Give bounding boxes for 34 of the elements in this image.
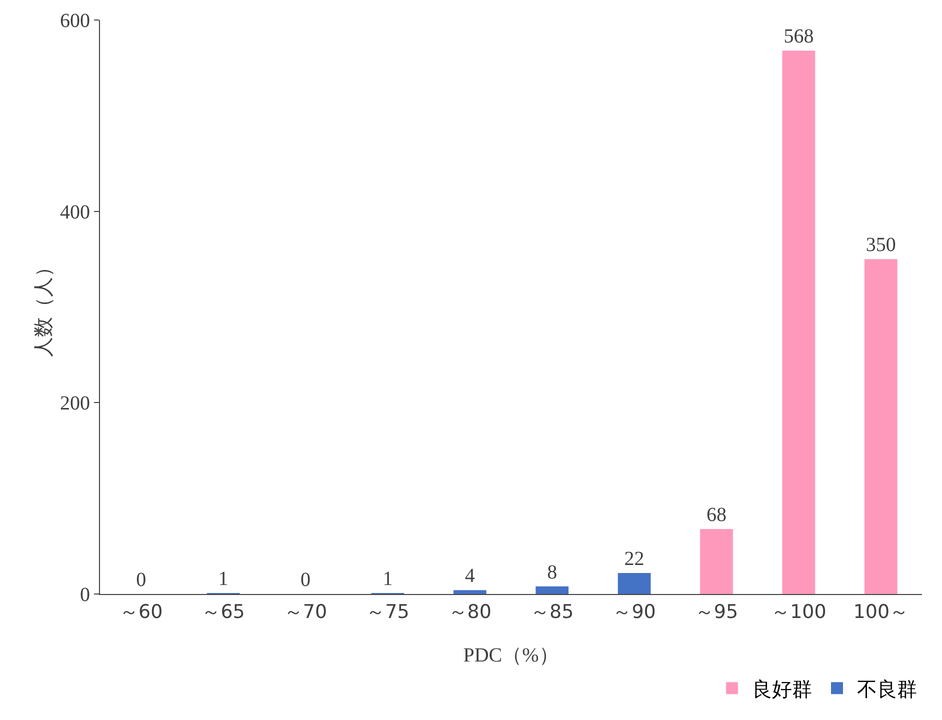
y-tick-label: 600 (60, 10, 90, 32)
data-label: 68 (706, 504, 726, 526)
legend-label: 良好群 (752, 676, 812, 701)
x-tick-label: ～60 (120, 600, 163, 623)
x-tick-label: 100～ (853, 600, 909, 623)
x-tick-label: ～75 (366, 600, 410, 623)
x-tick-label: ～80 (448, 600, 492, 623)
data-label: 4 (464, 565, 475, 588)
bar (618, 572, 651, 594)
data-label: 568 (784, 26, 814, 48)
legend-label: 不良群 (857, 676, 917, 701)
data-label: 1 (382, 568, 393, 590)
data-label: 350 (866, 234, 896, 256)
x-tick-label: ～95 (694, 600, 738, 623)
x-tick-label: ～65 (202, 600, 245, 623)
bar (782, 50, 816, 594)
data-label: 0 (136, 569, 146, 591)
y-axis-title: 人数（人） (31, 257, 55, 357)
x-tick-label: ～70 (284, 600, 328, 623)
data-label: 8 (547, 561, 558, 584)
bar (453, 590, 486, 594)
x-axis-title: PDC（%） (463, 644, 559, 666)
bar (864, 259, 898, 594)
data-label: 0 (300, 569, 310, 591)
bar (700, 528, 733, 594)
x-tick-label: ～100 (771, 600, 826, 623)
x-tick-label: ～85 (530, 600, 574, 623)
data-label: 1 (218, 568, 228, 590)
x-tick-label: ～90 (612, 600, 656, 623)
y-tick-label: 200 (60, 392, 90, 415)
bar (536, 586, 569, 594)
y-tick-label: 0 (80, 584, 90, 606)
y-tick-label: 400 (60, 201, 90, 224)
data-label: 22 (624, 548, 644, 570)
